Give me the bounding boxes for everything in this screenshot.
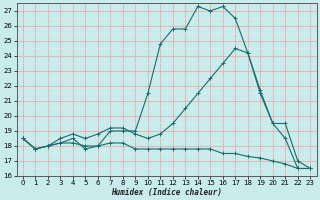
X-axis label: Humidex (Indice chaleur): Humidex (Indice chaleur) [111,188,222,197]
